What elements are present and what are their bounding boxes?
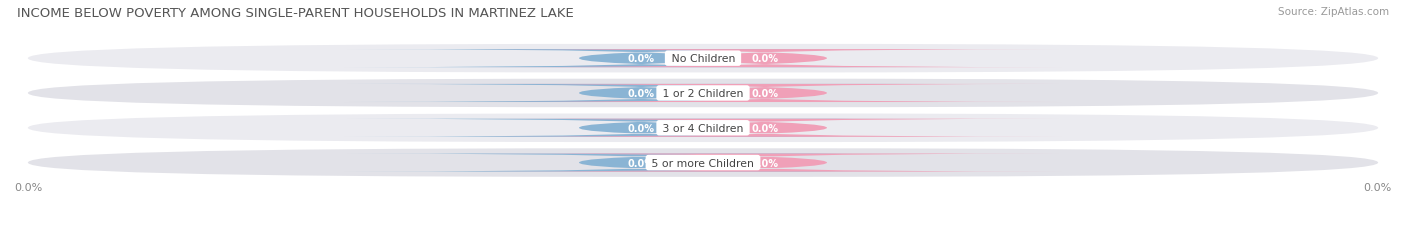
Text: 0.0%: 0.0% [627, 54, 655, 64]
FancyBboxPatch shape [28, 114, 1378, 142]
FancyBboxPatch shape [344, 119, 938, 137]
FancyBboxPatch shape [344, 85, 938, 103]
Text: No Children: No Children [668, 54, 738, 64]
Text: 0.0%: 0.0% [627, 158, 655, 168]
FancyBboxPatch shape [28, 45, 1378, 73]
Text: Source: ZipAtlas.com: Source: ZipAtlas.com [1278, 7, 1389, 17]
FancyBboxPatch shape [28, 149, 1378, 177]
Text: INCOME BELOW POVERTY AMONG SINGLE-PARENT HOUSEHOLDS IN MARTINEZ LAKE: INCOME BELOW POVERTY AMONG SINGLE-PARENT… [17, 7, 574, 20]
Text: 0.0%: 0.0% [751, 123, 779, 133]
Text: 0.0%: 0.0% [751, 88, 779, 99]
FancyBboxPatch shape [468, 85, 1062, 103]
FancyBboxPatch shape [344, 50, 938, 68]
Text: 0.0%: 0.0% [14, 182, 42, 192]
Text: 0.0%: 0.0% [627, 123, 655, 133]
FancyBboxPatch shape [344, 154, 938, 172]
FancyBboxPatch shape [28, 79, 1378, 108]
FancyBboxPatch shape [468, 119, 1062, 137]
Text: 0.0%: 0.0% [627, 88, 655, 99]
Legend: Single Father, Single Mother: Single Father, Single Mother [600, 228, 806, 231]
Text: 0.0%: 0.0% [1364, 182, 1392, 192]
Text: 0.0%: 0.0% [751, 54, 779, 64]
Text: 1 or 2 Children: 1 or 2 Children [659, 88, 747, 99]
FancyBboxPatch shape [468, 50, 1062, 68]
FancyBboxPatch shape [468, 154, 1062, 172]
Text: 3 or 4 Children: 3 or 4 Children [659, 123, 747, 133]
Text: 5 or more Children: 5 or more Children [648, 158, 758, 168]
Text: 0.0%: 0.0% [751, 158, 779, 168]
